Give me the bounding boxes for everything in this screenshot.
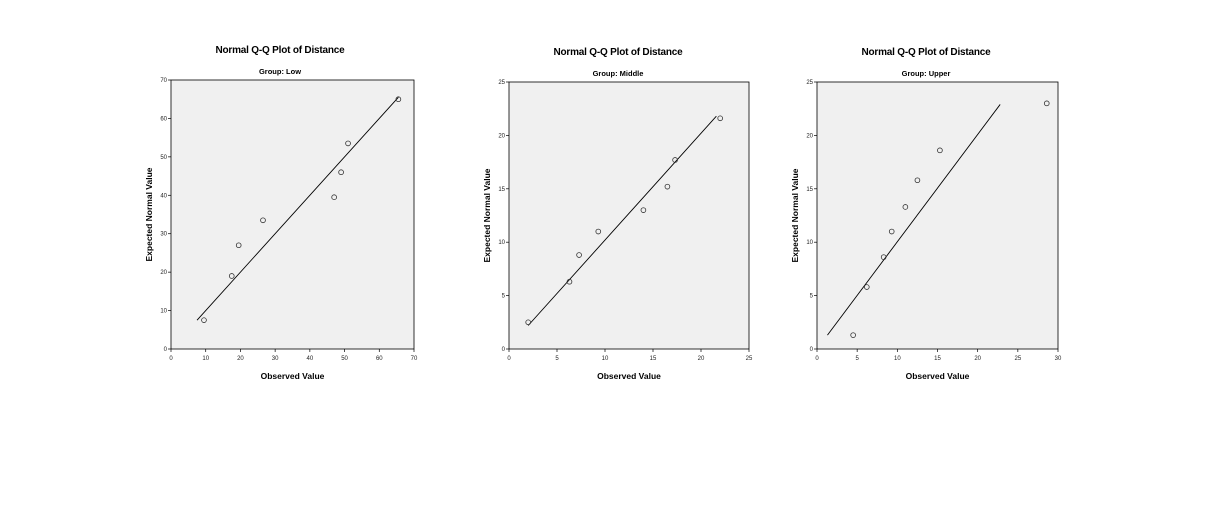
y-tick-label: 60: [160, 116, 167, 122]
x-tick-label: 25: [1014, 356, 1021, 362]
chart-title: Normal Q-Q Plot of Distance: [861, 47, 991, 58]
y-tick-label: 70: [160, 78, 167, 84]
x-tick-label: 10: [894, 356, 901, 362]
y-tick-label: 20: [806, 133, 813, 139]
data-point: [566, 278, 573, 285]
y-tick-label: 0: [810, 347, 814, 353]
data-point: [331, 194, 337, 201]
data-point: [395, 96, 402, 103]
x-tick-label: 0: [815, 356, 819, 362]
y-axis-label: Expected Normal Value: [482, 168, 492, 262]
y-tick-label: 50: [160, 155, 167, 161]
data-point: [640, 207, 647, 213]
data-point: [201, 317, 207, 323]
chart-title: Normal Q-Q Plot of Distance: [215, 45, 345, 56]
y-tick-label: 15: [498, 187, 505, 193]
plot-area-upper: 0 5 10 15 20 25 30 0 5 10 15 20 25 Observed Value Expe…: [790, 80, 1062, 381]
data-point: [937, 147, 943, 154]
qq-plot-low: Normal Q-Q Plot of Distance Group: Low 0…: [140, 0, 420, 390]
y-tick-label: 25: [806, 80, 813, 86]
data-point: [850, 332, 856, 338]
y-tick-label: 15: [806, 187, 813, 193]
x-tick-label: 70: [411, 356, 418, 362]
x-axis-label: Observed Value: [597, 371, 661, 381]
y-tick-label: 0: [164, 347, 168, 353]
x-tick-label: 15: [650, 356, 657, 362]
x-tick-label: 5: [555, 356, 559, 362]
data-point: [664, 183, 671, 190]
y-axis-label: Expected Normal Value: [144, 167, 154, 261]
chart-subtitle: Group: Middle: [592, 69, 644, 78]
data-point: [864, 284, 870, 290]
x-tick-label: 10: [602, 356, 609, 362]
data-point: [260, 217, 266, 224]
y-tick-label: 10: [498, 240, 505, 246]
x-tick-label: 30: [1055, 356, 1062, 362]
y-tick-label: 5: [502, 294, 506, 300]
data-point: [902, 204, 909, 210]
x-tick-label: 20: [974, 356, 981, 362]
plot-area-middle: 0 5 10 15 20 25 0 5 10 15 20 25 Observed Value Expect…: [482, 80, 753, 381]
plot-area-low: 0 10 20 30 40 50 60 70 0 10 20 30 40 50 60 70 Observed V…: [144, 78, 418, 381]
x-tick-label: 5: [855, 356, 859, 362]
data-point: [914, 177, 921, 184]
y-tick-label: 20: [498, 133, 505, 139]
data-point: [235, 242, 242, 249]
data-point: [888, 228, 895, 235]
x-tick-label: 50: [341, 356, 348, 362]
y-tick-label: 25: [498, 80, 505, 86]
y-axis-label: Expected Normal Value: [790, 168, 800, 262]
x-tick-label: 15: [934, 356, 941, 362]
plot-frame: [508, 81, 750, 350]
data-point: [525, 319, 531, 326]
y-tick-label: 30: [160, 232, 167, 238]
x-tick-label: 30: [272, 356, 279, 362]
x-tick-label: 0: [507, 356, 511, 362]
plot-frame: [816, 81, 1059, 350]
reference-line: [827, 104, 1001, 336]
y-tick-label: 0: [502, 347, 506, 353]
y-tick-label: 10: [806, 240, 813, 246]
data-point: [338, 169, 344, 176]
x-tick-label: 25: [746, 356, 753, 362]
data-point: [345, 140, 351, 147]
x-axis-label: Observed Value: [261, 371, 325, 381]
y-tick-label: 20: [160, 270, 167, 276]
y-tick-label: 5: [810, 294, 814, 300]
qq-plot-middle: Normal Q-Q Plot of Distance Group: Middl…: [478, 0, 758, 390]
x-tick-label: 10: [202, 356, 209, 362]
reference-line: [196, 96, 399, 321]
x-axis-label: Observed Value: [906, 371, 970, 381]
x-tick-label: 0: [169, 356, 173, 362]
data-point: [576, 252, 582, 258]
data-point: [228, 273, 235, 279]
y-tick-label: 40: [160, 193, 167, 199]
x-tick-label: 40: [307, 356, 314, 362]
chart-subtitle: Group: Upper: [901, 69, 951, 78]
chart-subtitle: Group: Low: [258, 67, 302, 76]
y-tick-label: 10: [160, 309, 167, 315]
reference-line: [527, 115, 717, 326]
x-tick-label: 60: [376, 356, 383, 362]
data-point: [880, 254, 887, 260]
data-point: [672, 157, 678, 163]
x-tick-label: 20: [698, 356, 705, 362]
qq-plot-upper: Normal Q-Q Plot of Distance Group: Upper…: [786, 0, 1066, 390]
data-point: [1043, 100, 1050, 107]
data-point: [717, 115, 724, 122]
x-tick-label: 20: [237, 356, 244, 362]
chart-title: Normal Q-Q Plot of Distance: [553, 47, 683, 58]
data-point: [595, 228, 602, 235]
